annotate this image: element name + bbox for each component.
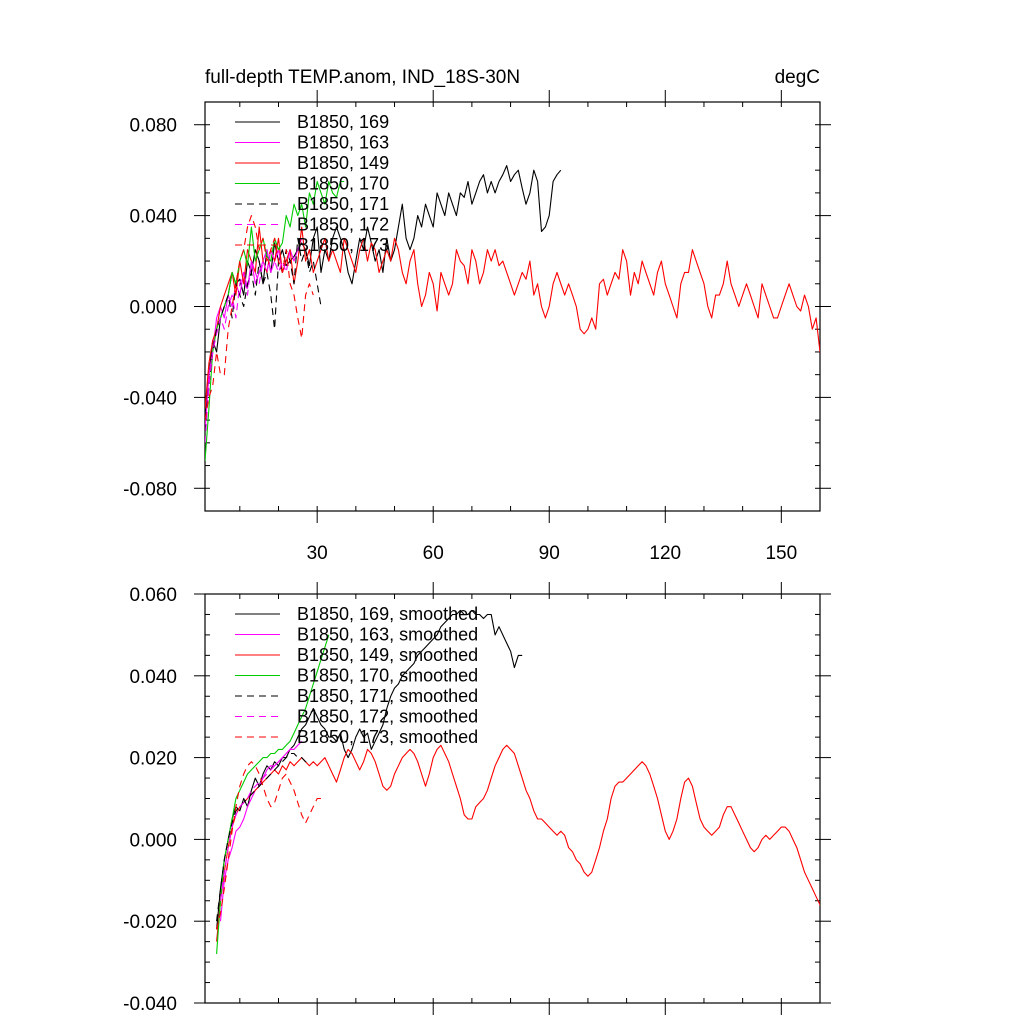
series-line-7	[216, 761, 321, 930]
y-tick-label: 0.000	[129, 830, 177, 851]
legend-label-3: B1850, 149	[297, 153, 389, 173]
legend-label-7: B1850, 173	[297, 235, 389, 255]
y-tick-label: 0.080	[129, 116, 177, 137]
series-line-7	[205, 215, 314, 421]
y-tick-label: -0.080	[123, 479, 177, 500]
x-tick-label: 120	[649, 543, 681, 564]
legend-label-2: B1850, 163	[297, 133, 389, 153]
legend-label-4: B1850, 170	[297, 174, 389, 194]
chart-panel-1: -0.080 -0.040 0.000 0.040 0.080 30 60 90 120 150 B…	[123, 67, 831, 564]
legend-label-4: B1850, 170, smoothed	[297, 666, 478, 686]
legend-label-1: B1850, 169	[297, 112, 389, 132]
plot-frame	[204, 593, 821, 1004]
series-group	[216, 609, 820, 954]
units-label: degC	[775, 67, 820, 88]
series-line-4	[216, 634, 330, 954]
y-tick-label: 0.020	[129, 749, 177, 770]
series-group	[205, 165, 820, 462]
series-line-3	[216, 744, 820, 942]
x-tick-label: 90	[539, 543, 560, 564]
series-line-6	[219, 744, 295, 901]
series-line-6	[205, 249, 291, 443]
legend-label-2: B1850, 163, smoothed	[297, 625, 478, 645]
series-line-5	[216, 752, 310, 922]
legend-label-3: B1850, 149, smoothed	[297, 645, 478, 665]
legend-label-5: B1850, 171, smoothed	[297, 686, 478, 706]
legend-label-7: B1850, 173, smoothed	[297, 727, 478, 747]
y-tick-label: 0.060	[129, 585, 177, 606]
series-line-3	[205, 226, 820, 409]
series-line-5	[205, 237, 322, 432]
chart-title: full-depth TEMP.anom, IND_18S-30N	[205, 67, 520, 88]
x-tick-label: 60	[423, 543, 444, 564]
y-tick-label: 0.040	[129, 207, 177, 228]
y-tick-label: 0.000	[129, 298, 177, 319]
series-line-2	[219, 740, 303, 922]
y-tick-label: -0.040	[123, 994, 177, 1015]
y-tick-label: 0.040	[129, 667, 177, 688]
plot-frame	[204, 101, 821, 512]
series-line-1	[205, 165, 562, 421]
y-tick-label: -0.040	[123, 388, 177, 409]
legend-label-5: B1850, 171	[297, 194, 389, 214]
y-tick-label: -0.020	[123, 912, 177, 933]
legend-label-6: B1850, 172, smoothed	[297, 707, 478, 727]
x-tick-label: 30	[307, 543, 328, 564]
legend-label-1: B1850, 169, smoothed	[297, 604, 478, 624]
chart-panel-2: -0.040 -0.020 0.000 0.020 0.040 0.060 B1850, 1…	[123, 582, 831, 1015]
series-line-1	[216, 609, 523, 930]
x-tick-label: 150	[765, 543, 797, 564]
legend-label-6: B1850, 172	[297, 215, 389, 235]
